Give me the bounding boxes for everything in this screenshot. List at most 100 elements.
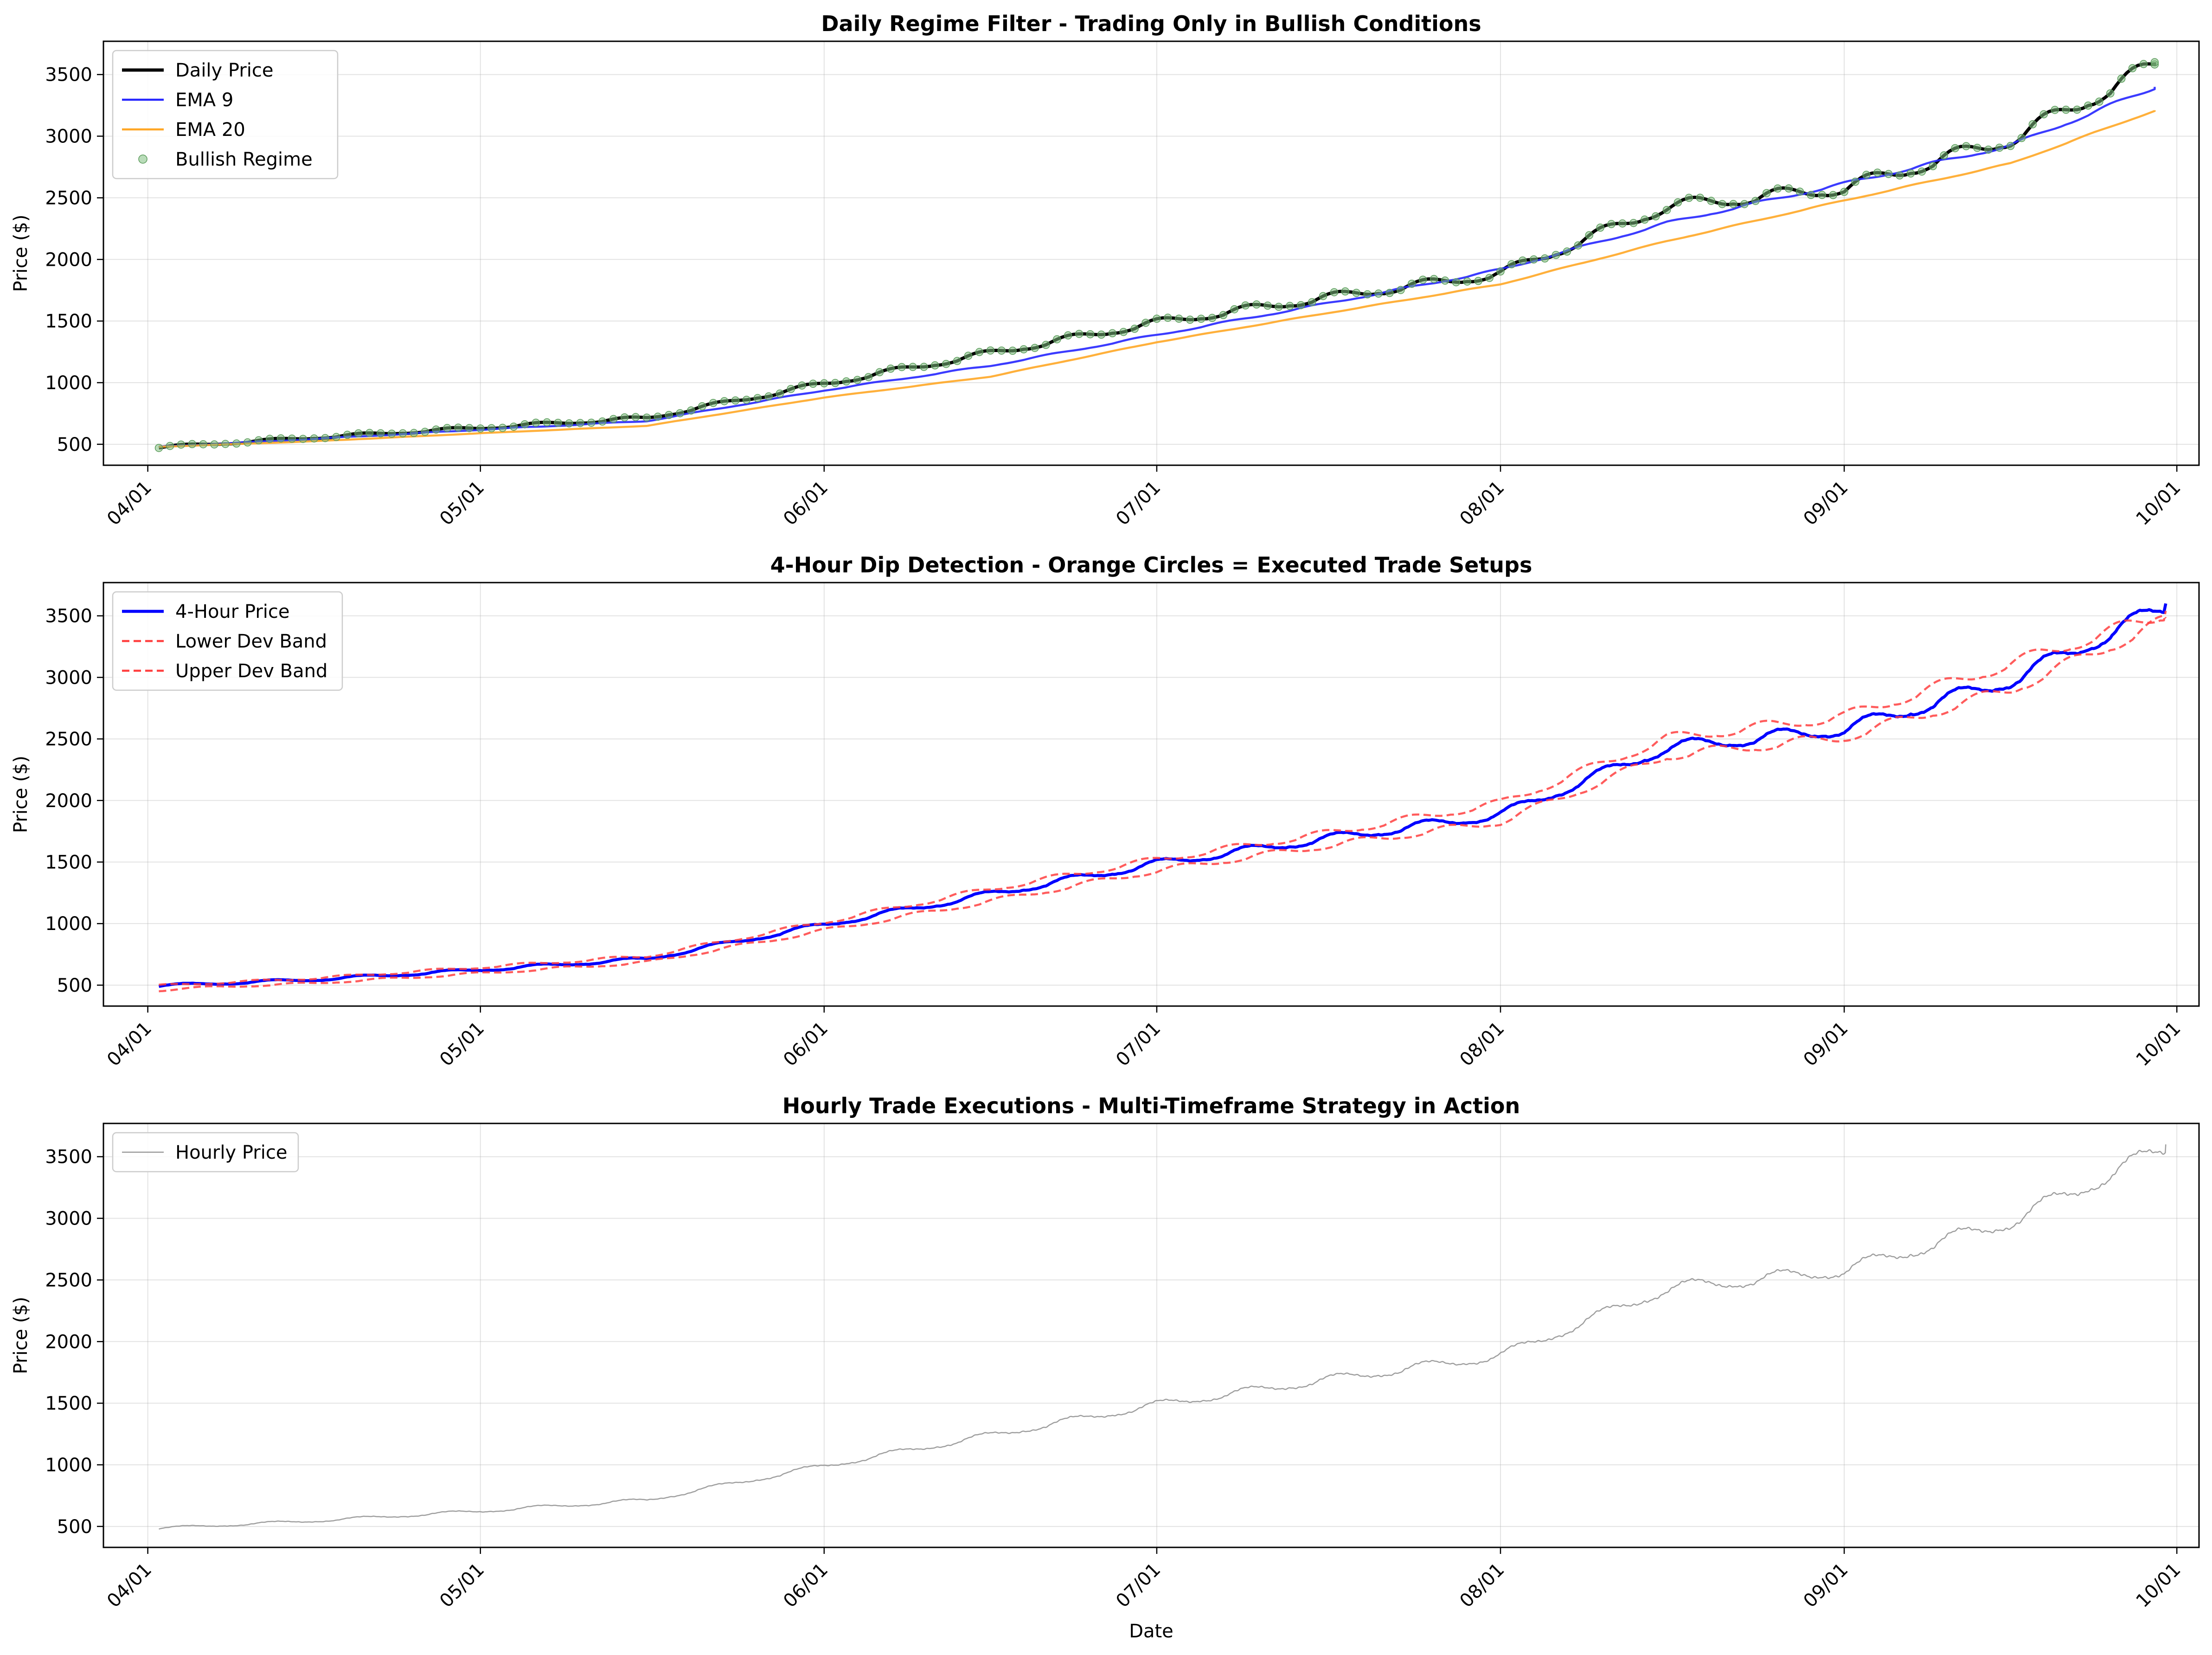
y-tick-label: 1500 (45, 311, 92, 332)
bullish-regime-point (276, 434, 285, 443)
bullish-regime-point (443, 424, 451, 432)
bullish-regime-point (1208, 314, 1217, 322)
legend-entry: Bullish Regime (175, 149, 313, 170)
bullish-regime-point (1917, 167, 1926, 176)
legend-box (112, 50, 339, 180)
x-tick-label: 08/01 (1455, 477, 1508, 530)
bullish-regime-point (1540, 254, 1549, 263)
bullish-regime-point (2039, 110, 2048, 119)
chart-panel-3: 04/01 05/01 06/01 07/01 08/01 09/01 10/01 500 10… (10, 1093, 2200, 1642)
bullish-regime-point (2095, 97, 2103, 106)
bullish-regime-point (1075, 330, 1084, 338)
series-line-lower-dev-band (159, 614, 2167, 993)
bullish-regime-point (587, 418, 596, 427)
legend-box (112, 1132, 299, 1173)
bullish-regime-point (687, 406, 695, 415)
bullish-regime-point (465, 424, 474, 432)
bullish-regime-point (898, 363, 906, 372)
bullish-regime-point (1319, 292, 1327, 301)
bullish-regime-point (1962, 142, 1970, 150)
x-tick-label: 05/01 (436, 477, 488, 530)
bullish-regime-point (1563, 247, 1571, 256)
bullish-regime-point (853, 376, 862, 384)
bullish-regime-point (1585, 231, 1593, 239)
bullish-regime-point (920, 363, 928, 371)
legend: Daily Price EMA 9 EMA 20 Bullish Regime (112, 50, 339, 180)
bullish-regime-point (265, 435, 274, 443)
bullish-regime-point (875, 368, 884, 377)
bullish-regime-point (476, 424, 485, 433)
bullish-regime-point (1186, 315, 1194, 324)
bullish-regime-point (986, 346, 995, 355)
bullish-regime-point (842, 377, 851, 386)
legend-entry: EMA 20 (175, 119, 245, 141)
bullish-regime-point (1352, 289, 1360, 297)
x-tick-label: 10/01 (2132, 1559, 2185, 1612)
bullish-regime-point (532, 418, 540, 427)
bullish-regime-point (1762, 189, 1771, 198)
bullish-regime-point (1341, 287, 1350, 296)
bullish-regime-point (886, 365, 895, 373)
bullish-regime-point (310, 434, 318, 443)
bullish-regime-point (1618, 219, 1627, 228)
bullish-regime-point (1430, 275, 1438, 283)
chart-title: Daily Regime Filter - Trading Only in Bu… (821, 11, 1481, 36)
bullish-regime-point (1452, 278, 1461, 287)
bullish-regime-point (387, 430, 396, 438)
bullish-regime-point (177, 440, 186, 449)
bullish-regime-point (1474, 276, 1482, 285)
bullish-regime-point (376, 429, 385, 437)
x-tick-label: 08/01 (1455, 1559, 1508, 1612)
bullish-regime-point (997, 346, 1006, 355)
bullish-regime-point (1906, 169, 1915, 178)
y-tick-label: 1500 (45, 852, 92, 873)
bullish-regime-point (454, 423, 462, 432)
bullish-regime-point (1463, 277, 1472, 286)
bullish-regime-point (665, 411, 673, 419)
bullish-regime-point (909, 363, 917, 371)
legend-marker (138, 154, 147, 164)
bullish-regime-point (1607, 220, 1616, 228)
bullish-regime-point (1197, 314, 1205, 323)
bullish-regime-point (1507, 260, 1516, 269)
y-tick-label: 500 (57, 1516, 92, 1538)
axes-frame (103, 1123, 2200, 1548)
bullish-regime-point (1696, 193, 1705, 202)
bullish-regime-point (2106, 89, 2115, 98)
bullish-regime-point (1596, 224, 1604, 232)
bullish-regime-point (1707, 197, 1715, 205)
bullish-regime-point (1485, 274, 1494, 282)
y-tick-label: 1000 (45, 372, 92, 394)
bullish-regime-point (1840, 187, 1848, 196)
bullish-regime-point (764, 392, 773, 401)
bullish-regime-point (299, 435, 308, 443)
bullish-regime-point (776, 389, 784, 398)
bullish-regime-point (1363, 290, 1372, 299)
bullish-regime-point (1130, 325, 1139, 333)
x-tick-label: 06/01 (779, 477, 832, 530)
x-axis-label: Date (1129, 1621, 1173, 1642)
bullish-regime-point (1995, 143, 2004, 152)
bullish-regime-point (1873, 168, 1882, 177)
bullish-regime-point (1230, 305, 1239, 314)
bullish-regime-point (1385, 289, 1394, 297)
bullish-regime-point (1441, 276, 1449, 285)
bullish-regime-point (244, 438, 252, 447)
x-tick-label: 08/01 (1455, 1018, 1508, 1071)
bullish-regime-point (221, 440, 230, 448)
y-tick-label: 1500 (45, 1393, 92, 1414)
x-tick-label: 10/01 (2132, 1018, 2185, 1071)
bullish-regime-point (2084, 101, 2092, 110)
bullish-regime-point (1153, 314, 1161, 323)
y-axis-label: Price ($) (10, 1297, 32, 1374)
bullish-regime-point (1108, 329, 1117, 338)
bullish-regime-point (2062, 105, 2070, 114)
axes-frame (103, 582, 2200, 1007)
bullish-regime-point (964, 352, 973, 360)
x-tick-label: 04/01 (103, 477, 156, 530)
bullish-regime-point (1408, 279, 1416, 288)
bullish-regime-point (2128, 64, 2137, 72)
y-tick-label: 1000 (45, 913, 92, 935)
bullish-regime-point (809, 379, 817, 388)
bullish-regime-point (1552, 250, 1560, 259)
